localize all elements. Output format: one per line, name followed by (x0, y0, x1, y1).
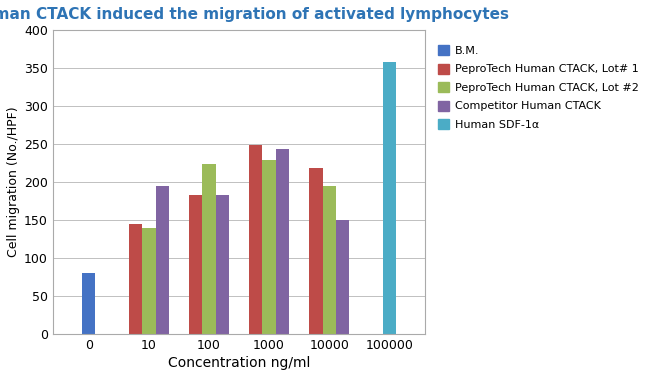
Bar (129, 224, 142, 334)
Bar (142, 228, 155, 334)
Bar (322, 186, 336, 334)
Bar (216, 195, 229, 334)
Bar (263, 160, 276, 334)
X-axis label: Concentration ng/ml: Concentration ng/ml (168, 356, 310, 370)
Bar (83, 273, 96, 334)
Bar (202, 164, 216, 334)
Bar (309, 168, 322, 334)
Bar (249, 145, 263, 334)
Title: Human CTACK induced the migration of activated lymphocytes: Human CTACK induced the migration of act… (0, 7, 508, 22)
Bar (155, 186, 169, 334)
Bar (383, 62, 396, 334)
Bar (336, 220, 349, 334)
Y-axis label: Cell migration (No./HPF): Cell migration (No./HPF) (7, 107, 20, 257)
Bar (276, 149, 289, 334)
Legend: B.M., PeproTech Human CTACK, Lot# 1, PeproTech Human CTACK, Lot #2, Competitor H: B.M., PeproTech Human CTACK, Lot# 1, Pep… (435, 42, 642, 133)
Bar (189, 195, 202, 334)
